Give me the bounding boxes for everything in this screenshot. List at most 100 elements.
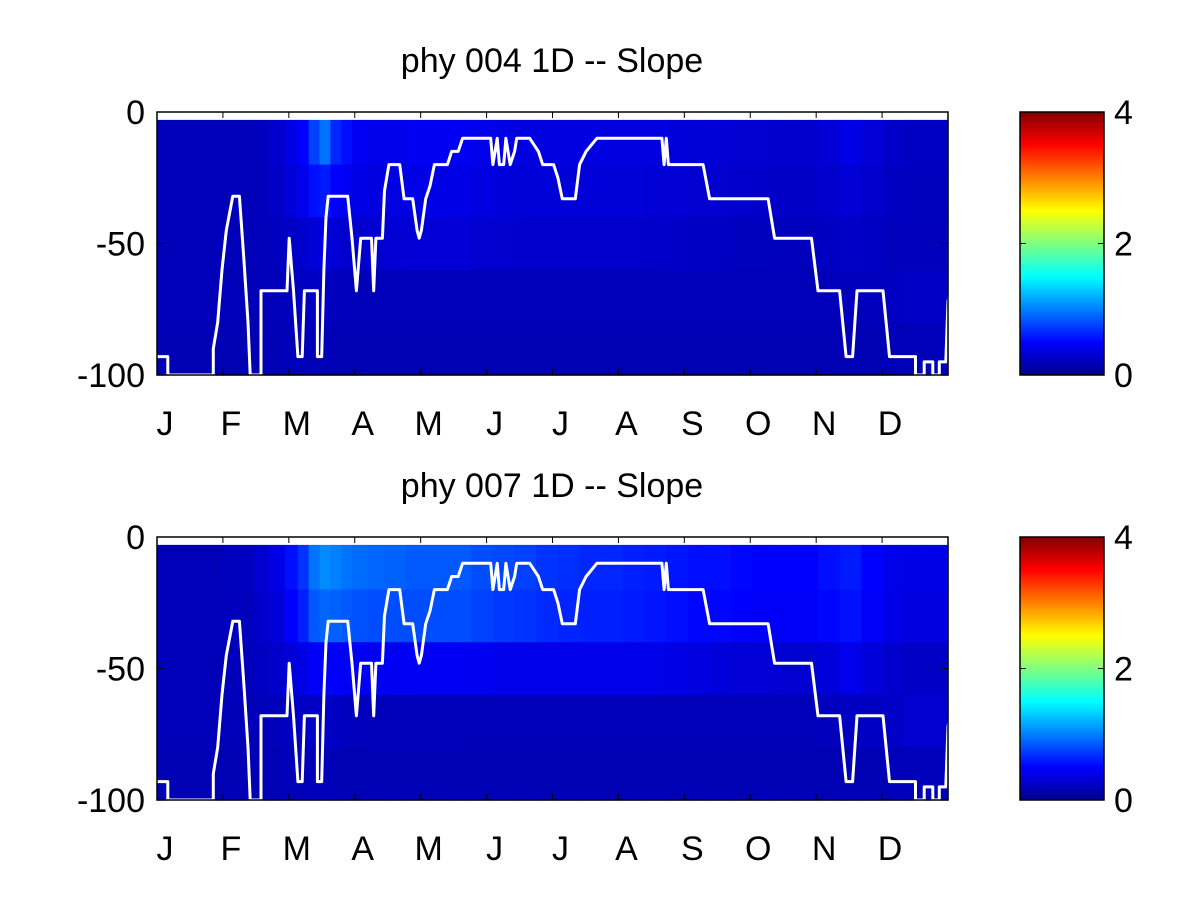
heatmap-cell bbox=[297, 119, 310, 166]
heatmap-cell bbox=[709, 694, 732, 748]
heatmap-cell bbox=[904, 544, 927, 591]
heatmap-cell bbox=[269, 694, 286, 748]
heatmap-cell bbox=[284, 544, 299, 591]
heatmap-cell bbox=[269, 119, 286, 166]
x-tick-label: A bbox=[615, 405, 638, 443]
heatmap-cell bbox=[709, 164, 732, 218]
x-tick-label: O bbox=[745, 830, 771, 868]
heatmap-cell bbox=[269, 322, 286, 376]
heatmap-cell bbox=[666, 269, 689, 323]
depth-line-series bbox=[157, 136, 952, 377]
heatmap-cell bbox=[557, 119, 581, 166]
heatmap-cell bbox=[731, 269, 754, 323]
y-tick-label: -50 bbox=[96, 226, 145, 264]
colorbar-tick-label: 2 bbox=[1114, 226, 1133, 264]
heatmap-cell bbox=[622, 164, 646, 218]
heatmap-cell bbox=[427, 642, 451, 696]
heatmap-cell bbox=[622, 544, 646, 591]
heatmap-cell bbox=[601, 747, 624, 801]
heatmap-cell bbox=[817, 589, 841, 643]
heatmap-cell bbox=[774, 589, 797, 643]
heatmap-cell bbox=[284, 589, 299, 643]
heatmap-cell bbox=[406, 694, 429, 748]
x-tick-label: J bbox=[157, 830, 174, 868]
heatmap-cell bbox=[666, 544, 689, 591]
heatmap-cell bbox=[644, 747, 667, 801]
heatmap-cell bbox=[731, 322, 754, 376]
heatmap-cell bbox=[341, 642, 353, 696]
x-tick-label: N bbox=[812, 405, 837, 443]
heatmap-cell bbox=[352, 164, 368, 218]
heatmap-cell bbox=[284, 119, 299, 166]
heatmap-cell bbox=[341, 322, 353, 376]
heatmap-cell bbox=[774, 269, 797, 323]
heatmap-cell bbox=[269, 544, 286, 591]
heatmap-cell bbox=[471, 642, 494, 696]
heatmap-cell bbox=[514, 642, 537, 696]
heatmap-cell bbox=[319, 269, 331, 323]
heatmap-cell bbox=[796, 694, 819, 748]
heatmap-cell bbox=[709, 322, 732, 376]
x-tick-label: A bbox=[351, 405, 374, 443]
heatmap-cell bbox=[492, 217, 516, 271]
heatmap-cell bbox=[157, 269, 191, 323]
heatmap-cell bbox=[492, 322, 516, 376]
heatmap-cell bbox=[308, 119, 321, 166]
heatmap-cell bbox=[384, 322, 407, 376]
heatmap-cell bbox=[269, 589, 286, 643]
heatmap-cell bbox=[861, 544, 884, 591]
x-tick-label: J bbox=[157, 405, 174, 443]
heatmap-cell bbox=[687, 642, 711, 696]
heatmap-cell bbox=[384, 747, 407, 801]
heatmap-cell bbox=[222, 164, 256, 218]
heatmap-cell bbox=[622, 694, 646, 748]
heatmap-cell bbox=[926, 589, 949, 643]
heatmap-cell bbox=[666, 119, 689, 166]
heatmap-cell bbox=[341, 589, 353, 643]
x-tick-label: S bbox=[681, 405, 704, 443]
heatmap-cell bbox=[926, 217, 949, 271]
heatmap-cell bbox=[926, 642, 949, 696]
heatmap-cell bbox=[406, 747, 429, 801]
heatmap-cell bbox=[731, 164, 754, 218]
heatmap-cell bbox=[284, 164, 299, 218]
depth-line bbox=[157, 136, 952, 377]
heatmap-cell bbox=[774, 322, 797, 376]
heatmap-cell bbox=[189, 119, 223, 166]
heatmap-cell bbox=[297, 544, 310, 591]
heatmap-cell bbox=[254, 164, 271, 218]
heatmap-cell bbox=[367, 544, 386, 591]
heatmap-cell bbox=[492, 269, 516, 323]
heatmap-cell bbox=[579, 269, 602, 323]
heatmap-cell bbox=[752, 322, 776, 376]
heatmap-cell bbox=[601, 642, 624, 696]
chart-panel-1: phy 004 1D -- Slope J F M A M J J A S O N D 0 -50 -100… bbox=[77, 42, 1133, 443]
heatmap-cell bbox=[536, 544, 559, 591]
heatmap-cell bbox=[427, 589, 451, 643]
x-tick-label: M bbox=[283, 405, 311, 443]
heatmap-cell bbox=[579, 642, 602, 696]
heatmap-cell bbox=[557, 217, 581, 271]
heatmap-cell bbox=[536, 322, 559, 376]
heatmap-cell bbox=[861, 322, 884, 376]
heatmap-cell bbox=[904, 747, 927, 801]
heatmap-cell bbox=[926, 119, 949, 166]
heatmap-cell bbox=[449, 589, 472, 643]
heatmap-cell bbox=[536, 119, 559, 166]
heatmap-cell bbox=[882, 544, 906, 591]
heatmap-cell bbox=[189, 544, 223, 591]
heatmap-cell bbox=[861, 694, 884, 748]
heatmap-cell bbox=[406, 589, 429, 643]
heatmap-cell bbox=[601, 164, 624, 218]
heatmap-cell bbox=[601, 544, 624, 591]
heatmap-cell bbox=[352, 544, 368, 591]
heatmap-cell bbox=[449, 164, 472, 218]
heatmap-cell bbox=[297, 589, 310, 643]
heatmap-cell bbox=[367, 589, 386, 643]
heatmap-cell bbox=[817, 322, 841, 376]
heatmap-cell bbox=[861, 269, 884, 323]
colorbar: 0 2 4 bbox=[1019, 94, 1133, 395]
heatmap-cell bbox=[222, 694, 256, 748]
heatmap-cell bbox=[817, 694, 841, 748]
